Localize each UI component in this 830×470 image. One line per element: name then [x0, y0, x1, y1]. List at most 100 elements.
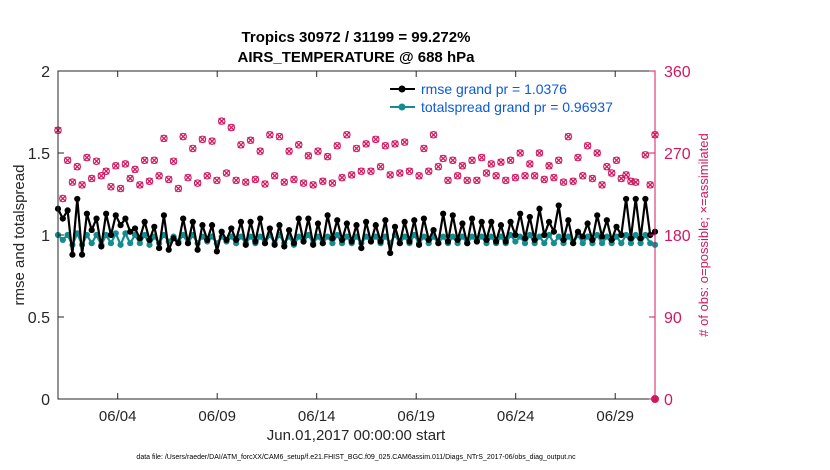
axis-layer: 0 0.5 1 1.5 2 0 90 180 270 360 06/04 06/09 06/14 06/1…: [28, 64, 691, 425]
rmse-point: [98, 243, 105, 250]
obs-assimilated-point: [420, 144, 428, 152]
rmse-point: [579, 233, 586, 240]
obs-possible-point: [323, 152, 332, 161]
obs-possible-point: [68, 178, 77, 186]
obs-assimilated-point: [242, 178, 250, 186]
obs-possible-point: [511, 173, 520, 182]
obs-assimilated-point: [136, 181, 144, 189]
totalspread-point: [112, 230, 119, 237]
obs-assimilated-point: [535, 149, 543, 157]
obs-possible-point: [434, 162, 443, 171]
rmse-point: [338, 236, 346, 244]
obs-possible-point: [73, 162, 82, 171]
rmse-point: [415, 241, 423, 248]
obs-possible-point: [150, 156, 159, 165]
totalspread-point: [627, 240, 635, 247]
obs-assimilated-point: [574, 154, 582, 162]
rmse-point: [204, 236, 211, 244]
obs-possible-point: [559, 178, 568, 186]
rmse-point: [122, 215, 129, 222]
obs-assimilated-point: [266, 131, 274, 139]
obs-possible-point: [319, 177, 327, 185]
rmse-point: [59, 215, 66, 222]
y2-tick-label: 180: [664, 228, 691, 245]
rmse-point: [343, 220, 350, 227]
obs-possible-point: [506, 156, 515, 165]
y2-tick-label: 360: [664, 64, 691, 81]
totalspread-point: [459, 233, 466, 240]
rmse-point: [377, 238, 384, 245]
rmse-point: [497, 222, 505, 229]
rmse-point: [642, 195, 649, 203]
rmse-point: [348, 238, 355, 245]
totalspread-point: [343, 233, 350, 240]
rmse-point: [560, 236, 567, 244]
rmse-point: [358, 245, 365, 252]
rmse-point: [276, 222, 283, 229]
totalspread-point: [637, 240, 644, 247]
obs-possible-point: [121, 160, 130, 168]
rmse-point: [127, 228, 134, 235]
totalspread-point: [541, 240, 548, 247]
obs-assimilated-point: [425, 167, 433, 175]
obs-possible-point: [516, 149, 524, 157]
obs-assimilated-point: [545, 162, 553, 170]
totalspread-point: [146, 241, 153, 248]
obs-possible-point: [617, 174, 626, 183]
rmse-point: [589, 236, 596, 244]
obs-assimilated-point: [516, 149, 524, 157]
obs-assimilated-point: [179, 133, 187, 141]
rmse-point: [372, 222, 379, 229]
obs-possible-point: [232, 176, 240, 185]
obs-assimilated-point: [401, 138, 409, 146]
obs-possible-point: [237, 141, 245, 149]
obs-possible-point: [290, 175, 298, 184]
rmse-point: [401, 218, 408, 225]
obs-possible-point: [347, 171, 356, 179]
obs-possible-point: [473, 176, 481, 185]
obs-possible-point: [184, 173, 192, 182]
obs-assimilated-point: [160, 134, 168, 142]
rmse-point: [521, 235, 529, 242]
rmse-point: [271, 241, 278, 248]
rmse-point: [228, 225, 235, 232]
obs-assimilated-point: [251, 175, 259, 183]
obs-assimilated-point: [458, 162, 466, 170]
obs-assimilated-point: [285, 147, 293, 155]
obs-possible-point: [213, 176, 221, 185]
obs-possible-point: [328, 179, 337, 187]
obs-assimilated-point: [247, 136, 255, 144]
totalspread-point: [136, 240, 143, 247]
obs-possible-point: [59, 194, 67, 203]
obs-assimilated-point: [391, 140, 399, 148]
obs-possible-point: [251, 175, 260, 184]
rmse-point: [261, 240, 269, 247]
rmse-point: [449, 212, 456, 219]
obs-assimilated-point: [632, 178, 640, 186]
x-tick-label: 06/24: [497, 408, 535, 425]
obs-possible-point: [646, 181, 654, 189]
obs-assimilated-point: [150, 156, 158, 164]
obs-possible-point: [333, 141, 341, 150]
obs-assimilated-point: [174, 185, 182, 192]
chart-title: Tropics 30972 / 31199 = 99.272%: [242, 29, 471, 46]
rmse-point: [281, 243, 288, 250]
rmse-point: [396, 240, 403, 247]
totalspread-point: [103, 231, 110, 239]
series-layer: [54, 107, 659, 403]
obs-assimilated-point: [526, 160, 534, 168]
rmse-point: [411, 217, 418, 224]
obs-assimilated-point: [165, 175, 173, 183]
chart-subtitle: AIRS_TEMPERATURE @ 688 hPa: [238, 49, 476, 66]
totalspread-point: [497, 233, 505, 240]
obs-possible-point: [641, 151, 650, 159]
legend-spread-label: totalspread grand pr = 0.96937: [421, 99, 613, 115]
obs-assimilated-point: [622, 171, 630, 179]
obs-assimilated-point: [256, 147, 264, 155]
rmse-point: [165, 246, 172, 253]
obs-assimilated-point: [550, 174, 558, 182]
totalspread-point: [579, 240, 586, 247]
obs-possible-point: [193, 179, 202, 187]
obs-possible-point: [376, 162, 385, 171]
totalspread-point: [550, 240, 557, 247]
